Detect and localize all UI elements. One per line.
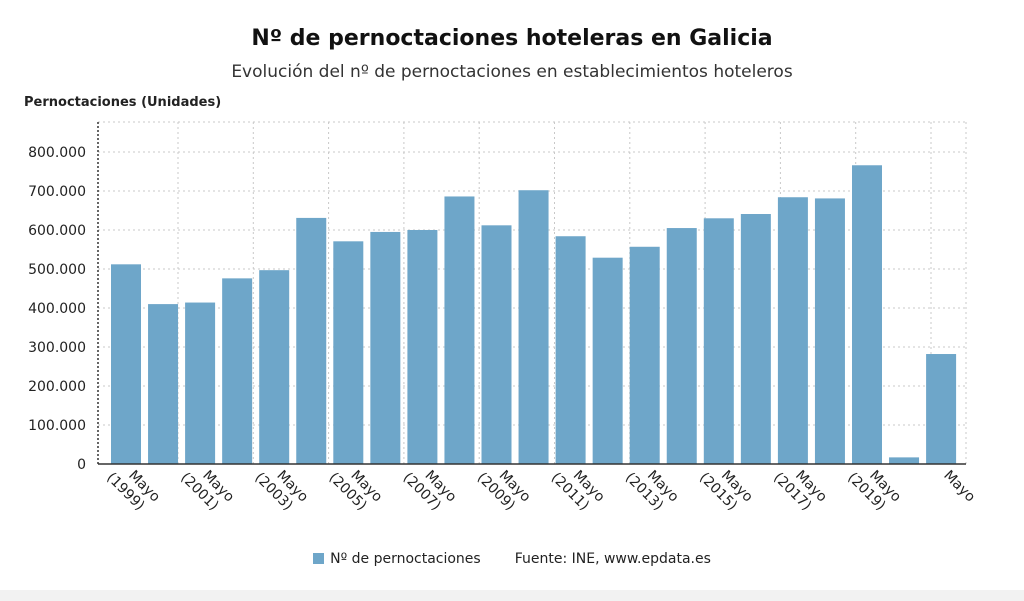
bar xyxy=(852,165,882,464)
bar xyxy=(777,197,808,465)
legend: Nº de pernoctaciones Fuente: INE, www.epd… xyxy=(0,551,1024,567)
bar xyxy=(296,217,327,464)
bar xyxy=(926,354,957,464)
bar xyxy=(740,214,771,464)
x-tick-label-month: Mayo xyxy=(940,468,978,506)
y-tick-label: 600.000 xyxy=(28,223,86,239)
bar xyxy=(703,218,734,464)
chart-title: Nº de pernoctaciones hoteleras en Galici… xyxy=(251,26,773,51)
bar xyxy=(185,302,216,464)
x-tick-label: Mayo(2015) xyxy=(696,468,756,514)
x-tick-label: Mayo(2009) xyxy=(474,468,534,514)
bar xyxy=(333,241,364,464)
bar xyxy=(444,196,475,464)
y-tick-label: 0 xyxy=(77,457,86,473)
x-tick-label: Mayo(2019) xyxy=(844,468,904,514)
bar xyxy=(518,190,549,464)
x-tick-label: Mayo(2011) xyxy=(548,468,608,514)
x-tick-label: Mayo xyxy=(940,468,978,506)
bar xyxy=(111,264,141,464)
x-tick-label: Mayo(2003) xyxy=(251,468,311,514)
bar xyxy=(889,457,920,464)
y-tick-label: 700.000 xyxy=(28,184,86,200)
x-tick-label: Mayo(1999) xyxy=(103,468,163,514)
x-tick-label: Mayo(2013) xyxy=(622,468,682,514)
bar xyxy=(370,231,401,464)
footer-band xyxy=(0,590,1024,601)
x-tick-label: Mayo(2005) xyxy=(326,468,386,514)
x-tick-label: Mayo(2007) xyxy=(400,468,460,514)
bar xyxy=(592,257,623,464)
bar xyxy=(555,236,586,464)
chart-subtitle: Evolución del nº de pernoctaciones en es… xyxy=(231,62,793,82)
source-label: Fuente: INE, www.epdata.es xyxy=(514,551,711,567)
bar xyxy=(666,228,697,464)
legend-series-label: Nº de pernoctaciones xyxy=(330,551,481,567)
y-tick-label: 300.000 xyxy=(28,340,86,356)
bar xyxy=(481,225,512,464)
bar xyxy=(148,304,179,464)
y-tick-label: 800.000 xyxy=(28,145,86,161)
legend-swatch xyxy=(313,553,325,564)
bar xyxy=(407,230,438,464)
bar xyxy=(814,198,845,464)
bar xyxy=(259,270,290,464)
x-tick-label: Mayo(2017) xyxy=(770,468,830,514)
x-tick-label: Mayo(2001) xyxy=(177,468,237,514)
bar xyxy=(222,278,253,464)
y-tick-label: 500.000 xyxy=(28,262,86,278)
y-tick-label: 400.000 xyxy=(28,301,86,317)
y-tick-label: 200.000 xyxy=(28,379,86,395)
y-tick-label: 100.000 xyxy=(28,418,86,434)
bar xyxy=(629,246,660,464)
y-axis-label: Pernoctaciones (Unidades) xyxy=(24,95,222,110)
